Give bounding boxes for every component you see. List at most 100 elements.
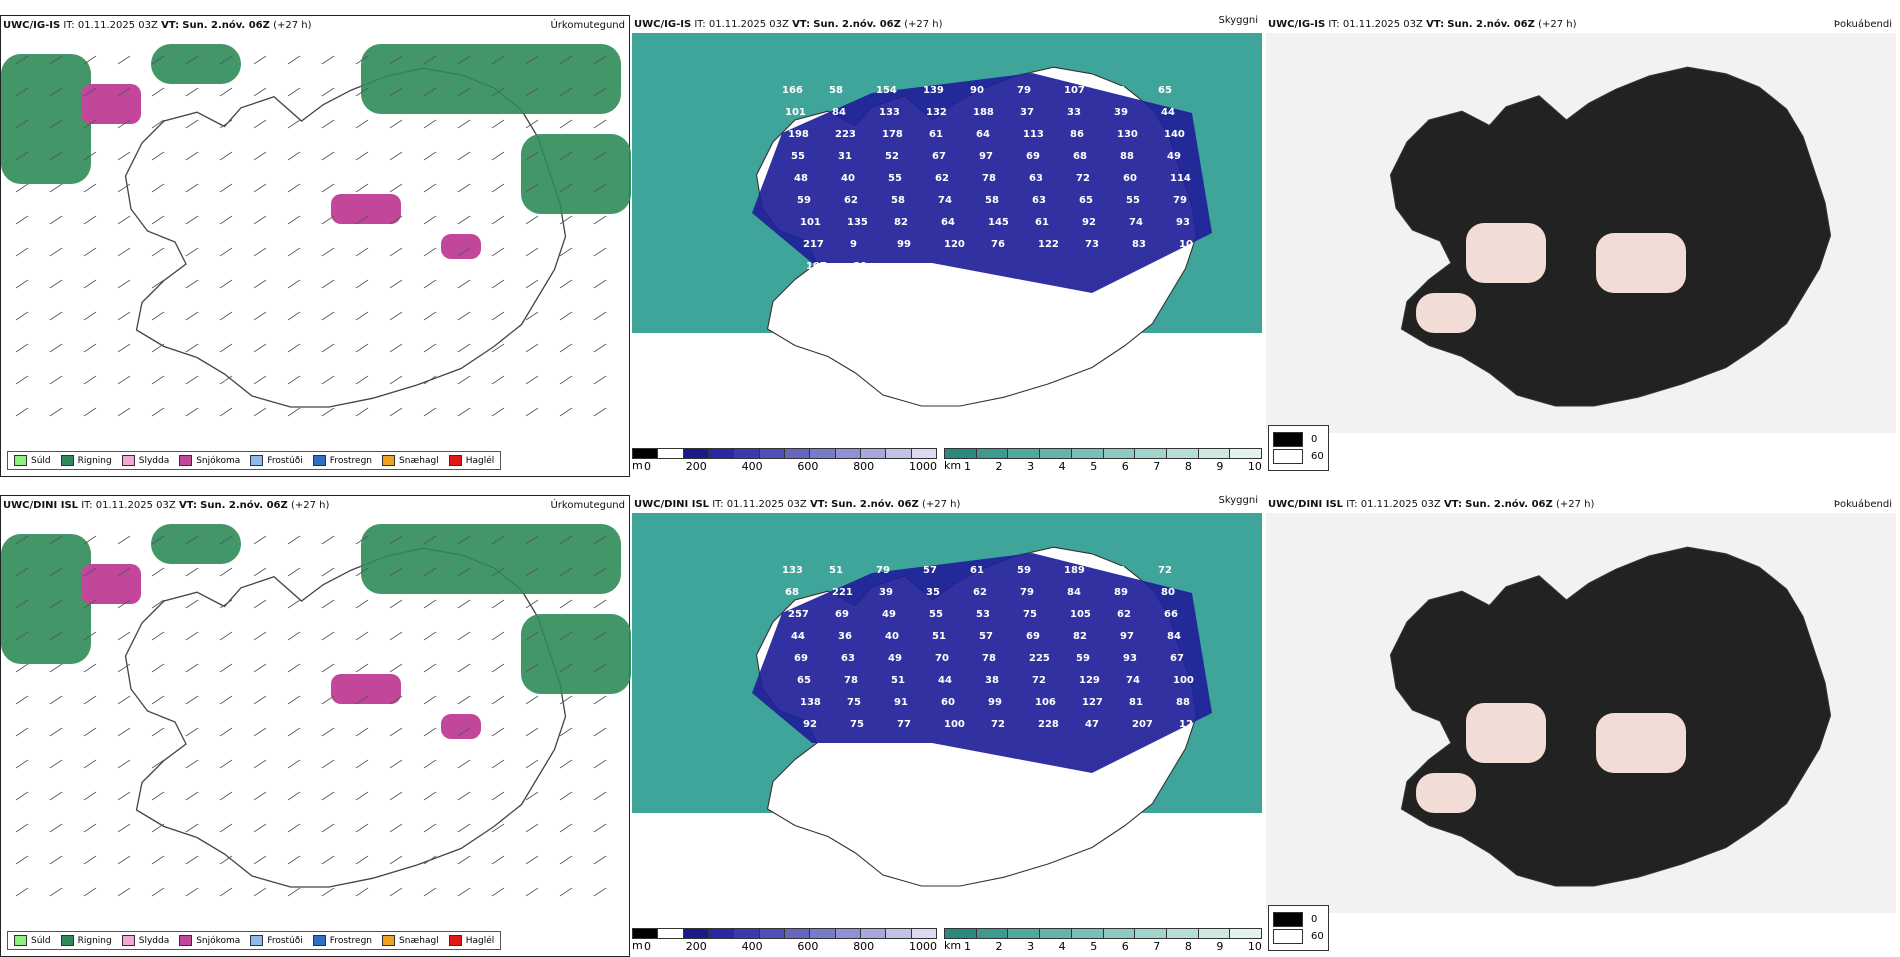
cloud-base-value: 79 [1020,587,1034,598]
legend-label: Frostregn [329,935,373,946]
fog-map [1266,513,1896,913]
legend-item: Haglél [448,455,495,466]
colorbar-tick: 2 [995,460,1003,473]
colorbar-cell [784,449,811,458]
cloud-base-value: 74 [1126,675,1140,686]
legend-label: Haglél [465,455,495,466]
legend-swatch [250,455,264,466]
legend-swatch [14,935,27,946]
cloud-base-value: 31 [838,151,852,162]
legend-label: Súld [31,935,51,946]
colorbar-cell [1040,449,1072,458]
colorbar-cell [911,449,936,458]
cloud-base-value: 53 [976,609,990,620]
colorbar-cell [1166,449,1199,458]
cloud-base-value: 82 [894,217,908,228]
colorbar-cell [633,929,659,938]
legend-swatch [60,455,74,466]
colorbar-cell [708,449,735,458]
cloud-base-value: 69 [1026,631,1040,642]
cloud-base-value: 44 [938,675,952,686]
cloud-base-value: 76 [991,239,1005,250]
cloud-base-value: 49 [888,653,902,664]
colorbar-tick: 4 [1058,940,1066,953]
cloud-base-value: 225 [1029,653,1050,664]
cloud-base-value: 35 [926,587,940,598]
cloud-base-value: 40 [841,173,855,184]
legend-label: Haglél [465,935,495,946]
cloud-base-value: 63 [1029,173,1043,184]
colorbar-tick: 1 [964,940,971,953]
cloud-base-value: 61 [1035,217,1049,228]
cloud-base-value: 129 [1079,675,1100,686]
cloud-base-value: 36 [838,631,852,642]
fog-swatch [1273,432,1303,447]
legend-item: Snæhagl [382,455,439,466]
legend-item: Haglél [448,935,495,946]
cloud-base-value: 83 [1132,239,1146,250]
colorbar-cell [658,449,684,458]
cloud-base-value: 223 [835,129,856,140]
cloud-base-value: 39 [1114,107,1128,118]
cloud-base-value: 47 [1085,719,1099,730]
colorbar-cell [976,449,1009,458]
cloud-base-value: 133 [782,565,803,576]
cloud-base-value: 52 [885,151,899,162]
cloud-base-value: 68 [1073,151,1087,162]
cloud-base-value: 10 [1179,239,1193,250]
cloud-base-value: 79 [1017,85,1031,96]
fog-value: 0 [1311,914,1318,925]
colorbar-tick: 2 [995,940,1003,953]
legend-swatch [250,935,264,946]
cloud-base-value: 99 [988,697,1002,708]
cloud-map: 166 58 154 139 90 79 107 76 65 101 84 133 132 188 37 33… [632,33,1262,407]
cloud-base-value: 40 [885,631,899,642]
cloud-base-value: 55 [888,173,902,184]
legend-label: Frostúði [267,455,303,466]
cloud-base-value: 81 [1129,697,1143,708]
cloud-base-value: 64 [941,217,955,228]
cloud-base-value: 113 [1023,129,1044,140]
cloud-base-value: 90 [970,85,984,96]
colorbar-tick: 4 [1058,460,1066,473]
panel-title: UWC/IG-IS IT: 01.11.2025 03Z VT: Sun. 2.… [3,20,312,31]
panel-title: UWC/DINI ISL IT: 01.11.2025 03Z VT: Sun.… [634,499,961,510]
precip-map [1,524,631,897]
cloud-base-value: 78 [982,653,996,664]
cloud-base-value: 198 [788,129,809,140]
colorbar-cell [759,929,785,938]
panel-variable-label: Skyggni [1218,495,1258,506]
fog-legend-row: 0 [1273,432,1324,447]
precip-panel-row2: UWC/DINI ISL IT: 01.11.2025 03Z VT: Sun.… [0,495,631,957]
legend-item: Rigning [60,935,112,946]
colorbar-tick: 800 [853,940,875,953]
cloud-base-value: 72 [991,719,1005,730]
colorbar-tick: 7 [1153,460,1161,473]
cloud-base-value: 92 [803,719,817,730]
cloud-base-value: 78 [982,173,996,184]
legend-label: Snjókoma [196,455,241,466]
cloud-base-value: 39 [879,587,893,598]
visibility-colorbar: 1 2 3 4 5 6 7 8 9 10 km [944,928,1262,953]
legend-label: Snæhagl [399,935,439,946]
colorbar-cell [1198,929,1231,938]
cloud-base-value: 97 [979,151,993,162]
fog-panel-row2: UWC/DINI ISL IT: 01.11.2025 03Z VT: Sun.… [1266,495,1896,957]
cloud-base-value: 82 [1073,631,1087,642]
colorbar-cell [886,449,912,458]
colorbar-tick: 0 [644,940,651,953]
cloud-base-value: 62 [844,195,858,206]
cloud-base-value: 72 [1158,565,1172,576]
colorbar-cell [1135,449,1167,458]
panel-variable-label: Úrkomutegund [550,20,625,31]
cloud-base-value: 69 [835,609,849,620]
legend-swatch [382,935,396,946]
colorbar-cell [1230,449,1262,458]
colorbar-tick: 7 [1153,940,1161,953]
cloud-base-value: 49 [882,609,896,620]
legend-item: Frostregn [312,455,372,466]
legend-label: Snjókoma [196,935,241,946]
cloud-base-value: 59 [1017,565,1031,576]
legend-label: Frostúði [267,935,303,946]
cloud-base-value: 106 [1035,697,1056,708]
